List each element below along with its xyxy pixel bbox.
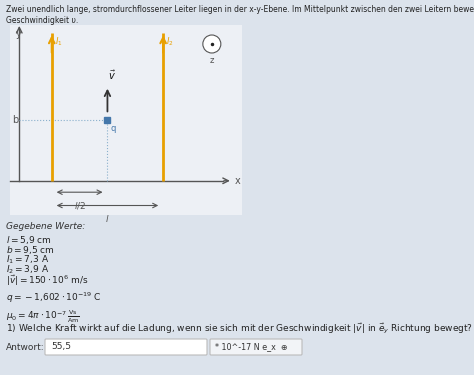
- Circle shape: [203, 35, 221, 53]
- Text: * 10^-17 N e_x  ⊕: * 10^-17 N e_x ⊕: [215, 342, 288, 351]
- Text: Gegebene Werte:: Gegebene Werte:: [6, 222, 85, 231]
- FancyBboxPatch shape: [10, 25, 242, 215]
- Text: $\vec{v}$: $\vec{v}$: [109, 69, 116, 82]
- Text: z: z: [210, 56, 214, 65]
- Text: $l = 5{,}9$ cm: $l = 5{,}9$ cm: [6, 234, 52, 246]
- FancyBboxPatch shape: [210, 339, 302, 355]
- Text: b: b: [12, 115, 18, 125]
- Text: q: q: [110, 124, 116, 133]
- Text: Antwort:: Antwort:: [6, 342, 45, 351]
- Text: $I_2 = 3{,}9$ A: $I_2 = 3{,}9$ A: [6, 264, 49, 276]
- Text: x: x: [235, 176, 241, 186]
- FancyBboxPatch shape: [45, 339, 207, 355]
- Text: $l/2$: $l/2$: [73, 200, 86, 211]
- Text: $I_1$: $I_1$: [55, 36, 63, 48]
- Text: $I_1 = 7{,}3$ A: $I_1 = 7{,}3$ A: [6, 254, 49, 267]
- Text: $q = -1{,}602 \cdot 10^{-19}$ C: $q = -1{,}602 \cdot 10^{-19}$ C: [6, 291, 102, 305]
- Text: y: y: [15, 29, 21, 39]
- Text: Zwei unendlich lange, stromdurchflossener Leiter liegen in der x-y-Ebene. Im Mit: Zwei unendlich lange, stromdurchflossene…: [6, 5, 474, 14]
- Text: 55,5: 55,5: [51, 342, 71, 351]
- Text: $\mu_0 = 4\pi \cdot 10^{-7}\,\frac{\mathrm{Vs}}{\mathrm{Am}}$: $\mu_0 = 4\pi \cdot 10^{-7}\,\frac{\math…: [6, 308, 80, 325]
- Text: $I_2$: $I_2$: [166, 36, 174, 48]
- Text: $|\vec{v}| = 150 \cdot 10^6$ m/s: $|\vec{v}| = 150 \cdot 10^6$ m/s: [6, 274, 89, 288]
- Text: Geschwindigkeit υ.: Geschwindigkeit υ.: [6, 16, 78, 25]
- Text: $l$: $l$: [105, 213, 109, 225]
- Text: $b = 9{,}5$ cm: $b = 9{,}5$ cm: [6, 244, 55, 256]
- Text: 1) Welche Kraft wirkt auf die Ladung, wenn sie sich mit der Geschwindigkeit $|\v: 1) Welche Kraft wirkt auf die Ladung, we…: [6, 322, 473, 336]
